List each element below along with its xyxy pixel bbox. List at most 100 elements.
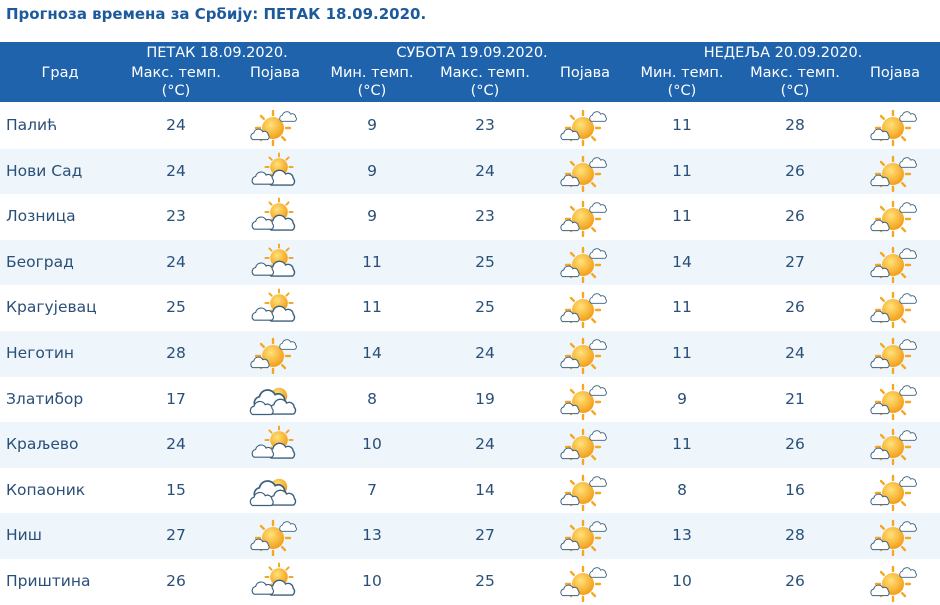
temperature: 10 <box>362 572 382 590</box>
weather-icon <box>557 152 613 192</box>
temperature: 15 <box>166 480 186 499</box>
temperature: 23 <box>166 207 186 226</box>
temperature: 11 <box>362 298 382 317</box>
header-column: Мин. темп. (°C) <box>640 65 724 99</box>
weather-icon <box>557 288 613 328</box>
weather-icon <box>867 243 923 283</box>
table-row: Краљево 24 10 24 11 26 <box>0 422 940 468</box>
weather-icon <box>247 152 303 192</box>
table-header: Град ПЕТАК 18.09.2020. Макс. темп. (°C) Пој… <box>0 42 940 102</box>
temperature: 16 <box>785 480 805 499</box>
temperature: 9 <box>367 161 377 180</box>
temperature: 25 <box>475 252 495 271</box>
weather-icon <box>557 106 613 146</box>
temperature: 23 <box>475 207 495 226</box>
temperature: 24 <box>166 435 186 454</box>
city-name: Београд <box>6 252 74 271</box>
weather-icon <box>247 562 303 602</box>
header-city: Град <box>41 65 79 81</box>
table-row: Златибор 17 8 19 9 21 <box>0 376 940 423</box>
weather-icon <box>867 106 923 146</box>
temperature: 27 <box>785 252 805 271</box>
temperature: 14 <box>672 252 692 271</box>
weather-icon <box>867 425 923 465</box>
temperature: 11 <box>362 252 382 271</box>
table-row: Крагујевац 25 11 25 11 26 <box>0 285 940 331</box>
weather-icon <box>247 516 303 556</box>
header-day: НЕДЕЉА 20.09.2020. <box>703 45 863 61</box>
temperature: 24 <box>785 344 805 362</box>
weather-icon <box>247 288 303 328</box>
city-name: Крагујевац <box>6 298 97 317</box>
temperature: 14 <box>362 344 382 362</box>
city-name: Приштина <box>6 572 91 590</box>
temperature: 11 <box>672 298 692 317</box>
temperature: 26 <box>785 161 805 180</box>
header-column: Појава <box>249 65 301 81</box>
weather-icon <box>557 380 613 420</box>
city-name: Палић <box>6 116 58 134</box>
city-name: Лозница <box>6 207 76 226</box>
table-row: Неготин 28 14 24 11 24 <box>0 331 940 377</box>
weather-icon <box>867 471 923 511</box>
table-row: Палић 24 9 23 11 28 <box>0 103 940 149</box>
header-column: Макс. темп. (°C) <box>750 65 840 99</box>
temperature: 9 <box>367 207 377 226</box>
city-name: Неготин <box>6 344 75 362</box>
weather-icon <box>247 334 303 374</box>
weather-icon <box>247 380 303 420</box>
temperature: 26 <box>166 572 186 590</box>
temperature: 11 <box>672 435 692 454</box>
table-row: Ниш 27 13 27 13 28 <box>0 513 940 559</box>
weather-icon <box>557 471 613 511</box>
temperature: 25 <box>166 298 186 317</box>
temperature: 11 <box>672 116 692 134</box>
weather-icon <box>867 334 923 374</box>
temperature: 26 <box>785 298 805 317</box>
weather-icon <box>557 243 613 283</box>
temperature: 24 <box>475 344 495 362</box>
temperature: 7 <box>367 480 377 499</box>
weather-icon <box>247 471 303 511</box>
weather-icon <box>247 197 303 237</box>
temperature: 24 <box>166 116 186 134</box>
temperature: 27 <box>475 526 495 545</box>
header-column: Појава <box>559 65 611 81</box>
weather-icon <box>247 243 303 283</box>
temperature: 28 <box>166 344 186 362</box>
city-name: Копаоник <box>6 480 86 499</box>
temperature: 17 <box>166 389 186 408</box>
city-name: Нови Сад <box>6 161 83 180</box>
header-column: Макс. темп. (°C) <box>131 65 221 99</box>
temperature: 9 <box>677 389 687 408</box>
temperature: 26 <box>785 572 805 590</box>
table-row: Београд 24 11 25 14 27 <box>0 239 940 286</box>
weather-icon <box>247 425 303 465</box>
temperature: 11 <box>672 344 692 362</box>
temperature: 21 <box>785 389 805 408</box>
temperature: 9 <box>367 116 377 134</box>
temperature: 11 <box>672 207 692 226</box>
weather-icon <box>557 562 613 602</box>
weather-icon <box>557 334 613 374</box>
temperature: 28 <box>785 526 805 545</box>
table-row: Лозница 23 9 23 11 26 <box>0 194 940 240</box>
temperature: 28 <box>785 116 805 134</box>
city-name: Ниш <box>6 526 42 545</box>
temperature: 14 <box>475 480 495 499</box>
header-day: ПЕТАК 18.09.2020. <box>146 45 288 61</box>
table-row: Копаоник 15 7 14 8 16 <box>0 467 940 514</box>
header-column: Мин. темп. (°C) <box>330 65 414 99</box>
temperature: 23 <box>475 116 495 134</box>
city-name: Златибор <box>6 389 84 408</box>
temperature: 10 <box>672 572 692 590</box>
city-name: Краљево <box>6 435 79 454</box>
header-column: Макс. темп. (°C) <box>440 65 530 99</box>
temperature: 24 <box>475 435 495 454</box>
temperature: 26 <box>785 207 805 226</box>
weather-icon <box>557 425 613 465</box>
weather-icon <box>867 288 923 328</box>
temperature: 24 <box>475 161 495 180</box>
